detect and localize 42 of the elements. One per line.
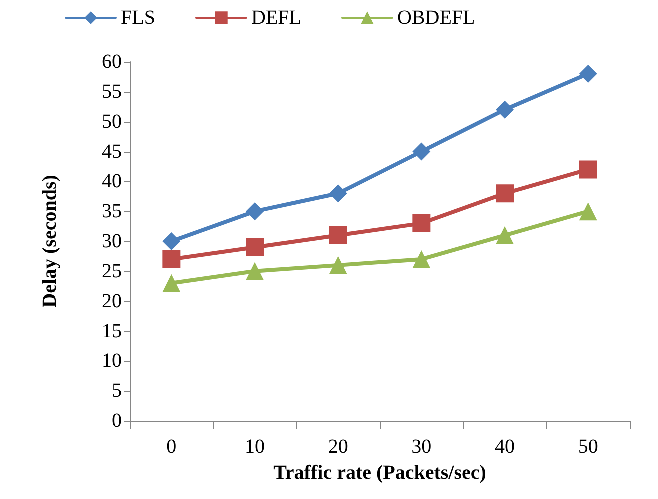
point — [579, 64, 598, 83]
y-tick-label: 45 — [102, 140, 122, 163]
y-tick-label: 40 — [102, 170, 122, 193]
point — [162, 274, 181, 292]
legend-label: DEFL — [251, 7, 302, 29]
y-tick-label: 10 — [102, 350, 122, 372]
x-tick-label: 0 — [166, 436, 177, 458]
x-axis-title: Traffic rate (Packets/sec) — [274, 462, 486, 484]
point — [246, 238, 264, 256]
x-tick-label: 30 — [412, 436, 432, 458]
y-tick-label: 25 — [102, 260, 122, 282]
point — [579, 202, 598, 221]
y-tick-label: 0 — [112, 410, 122, 432]
point — [162, 250, 181, 268]
point — [162, 232, 181, 250]
y-tick-label: 20 — [102, 290, 122, 312]
point — [329, 226, 348, 245]
legend-label: OBDEFL — [397, 7, 476, 29]
point — [579, 160, 598, 179]
point — [329, 256, 348, 274]
point — [329, 184, 348, 203]
legend-label: FLS — [121, 7, 156, 29]
y-tick-label: 15 — [102, 320, 122, 342]
point — [412, 250, 431, 268]
point — [496, 100, 514, 119]
y-tick-label: 35 — [102, 200, 122, 223]
x-tick-label: 10 — [245, 436, 265, 458]
y-tick-label: 50 — [102, 110, 122, 133]
y-tick-label: 55 — [102, 80, 122, 103]
x-tick-label: 50 — [578, 436, 598, 458]
point — [496, 184, 514, 203]
point — [412, 214, 431, 233]
point — [246, 262, 264, 280]
point — [246, 202, 264, 221]
y-tick-label: 5 — [112, 380, 122, 402]
y-axis-title: Delay (seconds) — [39, 175, 61, 308]
x-tick-label: 40 — [495, 436, 515, 458]
x-tick-label: 20 — [328, 436, 348, 458]
y-tick-label: 30 — [102, 230, 122, 252]
y-tick-label: 60 — [102, 51, 122, 73]
point — [496, 226, 514, 245]
point — [412, 142, 431, 161]
